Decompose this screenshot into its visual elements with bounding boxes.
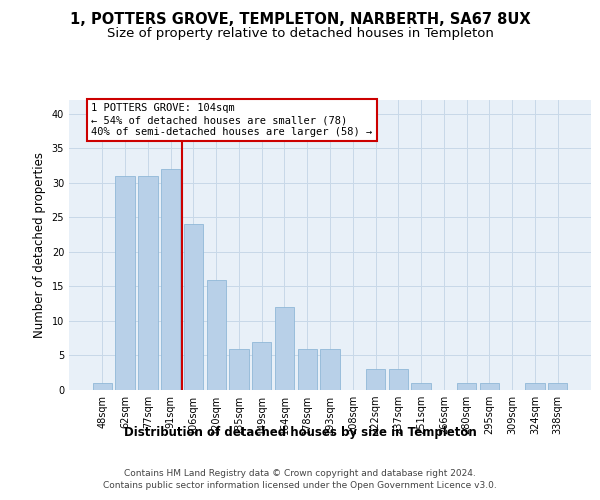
Bar xyxy=(115,176,135,390)
Text: Contains public sector information licensed under the Open Government Licence v3: Contains public sector information licen… xyxy=(103,480,497,490)
Bar xyxy=(161,169,181,390)
Bar xyxy=(457,383,476,390)
Y-axis label: Number of detached properties: Number of detached properties xyxy=(33,152,46,338)
Bar xyxy=(320,348,340,390)
Bar xyxy=(412,383,431,390)
Bar xyxy=(389,370,408,390)
Bar xyxy=(275,307,294,390)
Text: 1 POTTERS GROVE: 104sqm
← 54% of detached houses are smaller (78)
40% of semi-de: 1 POTTERS GROVE: 104sqm ← 54% of detache… xyxy=(91,104,373,136)
Text: Distribution of detached houses by size in Templeton: Distribution of detached houses by size … xyxy=(124,426,476,439)
Bar xyxy=(184,224,203,390)
Bar xyxy=(525,383,545,390)
Text: Size of property relative to detached houses in Templeton: Size of property relative to detached ho… xyxy=(107,28,493,40)
Text: Contains HM Land Registry data © Crown copyright and database right 2024.: Contains HM Land Registry data © Crown c… xyxy=(124,470,476,478)
Bar xyxy=(229,348,248,390)
Text: 1, POTTERS GROVE, TEMPLETON, NARBERTH, SA67 8UX: 1, POTTERS GROVE, TEMPLETON, NARBERTH, S… xyxy=(70,12,530,28)
Bar xyxy=(298,348,317,390)
Bar xyxy=(479,383,499,390)
Bar xyxy=(206,280,226,390)
Bar xyxy=(366,370,385,390)
Bar xyxy=(93,383,112,390)
Bar xyxy=(252,342,271,390)
Bar xyxy=(548,383,567,390)
Bar xyxy=(138,176,158,390)
